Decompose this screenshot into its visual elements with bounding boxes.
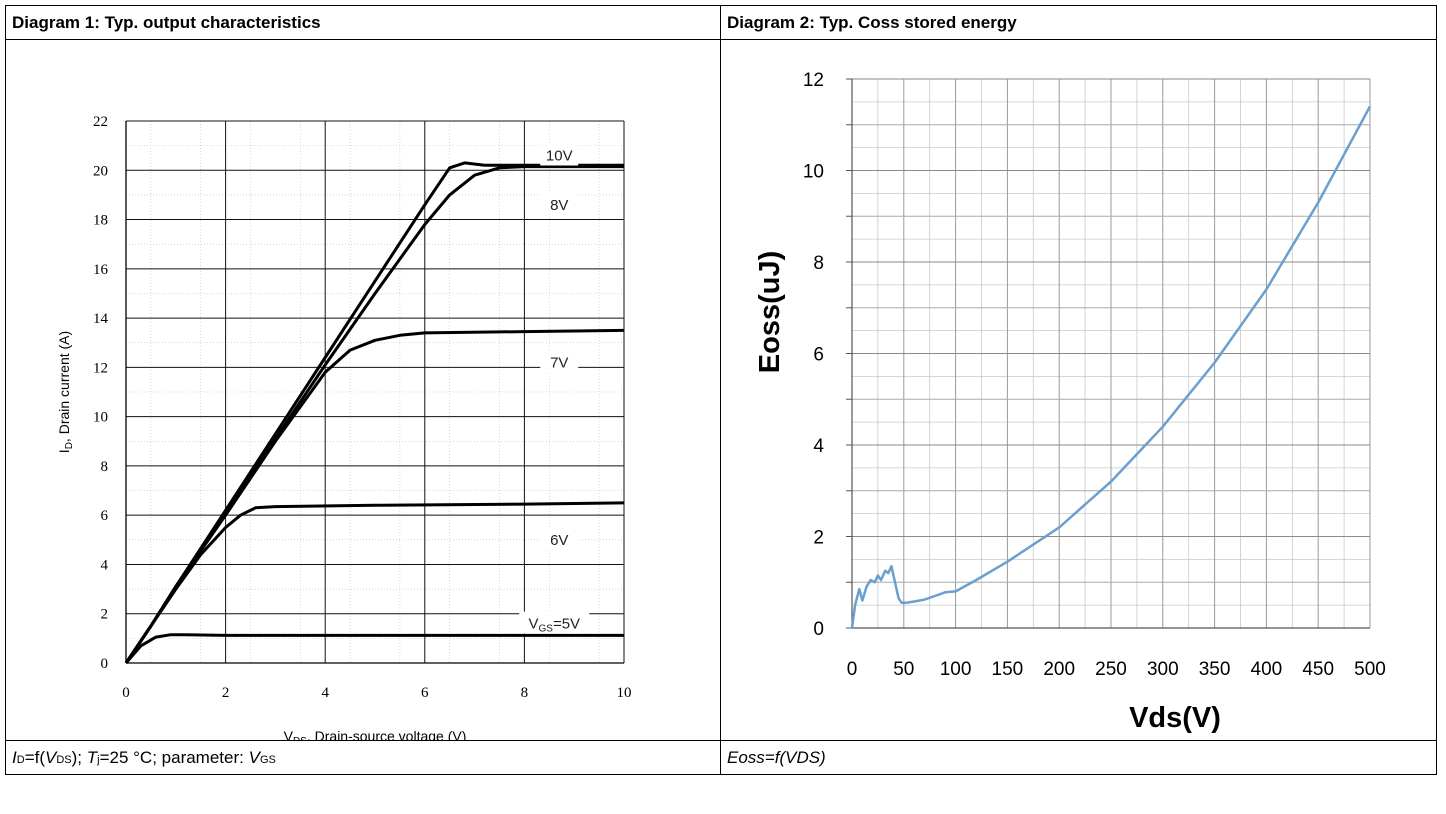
x-axis-label: Vds(V) (1129, 702, 1221, 734)
y-tick-label: 2 (101, 607, 109, 623)
coss-stored-energy-chart: 0 2 4 6 8 10 12 0 50 100 150 200 250 300 350 400 450 500 V… (754, 70, 1386, 734)
x-tick-label: 0 (122, 685, 130, 701)
y-tick-label: 4 (101, 557, 109, 573)
y-tick-label: 8 (101, 459, 109, 475)
y-axis-label: ID, Drain current (A) (56, 331, 75, 453)
y-tick-label: 14 (93, 311, 109, 327)
x-tick-label: 4 (321, 685, 329, 701)
y-tick-label: 12 (803, 70, 824, 91)
series-label: 6V (550, 532, 568, 549)
series-label-bg (540, 350, 579, 373)
x-tick-label: 300 (1147, 659, 1179, 680)
y-tick-label: 2 (813, 528, 824, 549)
y-tick-label: 0 (813, 619, 824, 640)
y-tick-label: 6 (813, 345, 824, 366)
series-label: 10V (546, 147, 573, 164)
y-tick-label: 8 (813, 253, 824, 274)
y-tick-label: 4 (813, 436, 824, 457)
y-tick-label: 10 (93, 410, 108, 426)
diagram2-cell: 0 2 4 6 8 10 12 0 50 100 150 200 250 300 350 400 450 500 V… (720, 39, 1437, 741)
series-label: VGS=5V (528, 616, 580, 635)
y-tick-label: 6 (101, 508, 109, 524)
x-tick-label: 450 (1302, 659, 1334, 680)
series-label: 8V (550, 197, 568, 214)
y-tick-label: 12 (93, 360, 108, 376)
y-tick-label: 16 (93, 262, 109, 278)
series-label-bg (540, 527, 579, 550)
diagram1-cell: 0 2 4 6 8 10 12 14 16 18 20 22 0 2 4 6 8 10 10V 8V 7V 6V VGS=5… (5, 39, 721, 741)
diagram2-caption: Eoss=f(VDS) (720, 740, 1437, 775)
series-label: 7V (550, 354, 568, 371)
y-tick-label: 18 (93, 213, 108, 229)
x-tick-label: 200 (1043, 659, 1075, 680)
x-tick-label: 0 (847, 659, 858, 680)
series-line (124, 501, 625, 664)
y-tick-label: 22 (93, 114, 108, 130)
diagram1-caption: ID=f(VDS); Tj=25 °C; parameter: VGS (5, 740, 721, 775)
x-tick-label: 150 (992, 659, 1024, 680)
x-tick-label: 2 (222, 685, 230, 701)
y-tick-label: 0 (101, 656, 109, 672)
x-tick-label: 500 (1354, 659, 1386, 680)
output-characteristics-chart: 0 2 4 6 8 10 12 14 16 18 20 22 0 2 4 6 8 10 10V 8V 7V 6V VGS=5… (56, 114, 632, 740)
series-label-bg (519, 611, 590, 634)
x-tick-label: 10 (617, 685, 632, 701)
x-tick-label: 50 (893, 659, 914, 680)
series-label-bg (540, 143, 579, 166)
x-axis-label: VDS, Drain-source voltage (V) (284, 728, 467, 740)
x-tick-label: 100 (940, 659, 972, 680)
series-line (850, 105, 1372, 629)
x-tick-label: 8 (521, 685, 529, 701)
x-tick-label: 400 (1251, 659, 1283, 680)
diagram1-title: Diagram 1: Typ. output characteristics (5, 5, 721, 40)
y-tick-label: 10 (803, 162, 824, 183)
y-axis-label: Eoss(uJ) (754, 251, 786, 373)
series-line (124, 633, 624, 664)
x-tick-label: 250 (1095, 659, 1127, 680)
y-tick-label: 20 (93, 163, 108, 179)
diagram2-title: Diagram 2: Typ. Coss stored energy (720, 5, 1437, 40)
series-label-bg (540, 192, 579, 215)
x-tick-label: 6 (421, 685, 429, 701)
x-tick-label: 350 (1199, 659, 1231, 680)
diagram-table: Diagram 1: Typ. output characteristics D… (5, 5, 1437, 775)
